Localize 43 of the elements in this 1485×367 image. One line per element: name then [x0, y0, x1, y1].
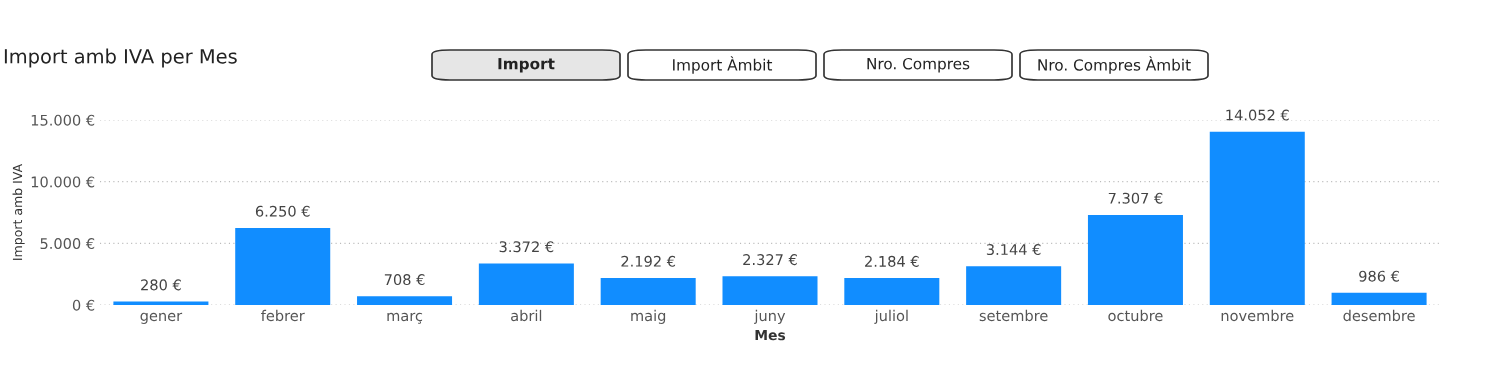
x-tick-label: desembre — [1343, 309, 1415, 322]
data-label: 986 € — [1359, 270, 1399, 282]
bar — [600, 277, 696, 305]
x-tick-label: abril — [511, 309, 542, 322]
x-axis-title: Mes — [755, 329, 786, 341]
text: Nro. Compres Àmbit — [1038, 56, 1191, 74]
bar — [1209, 131, 1305, 305]
data-label: 7.307 € — [1108, 192, 1163, 204]
bar — [966, 266, 1062, 305]
x-tick-label: març — [387, 312, 423, 324]
y-tick-label: 0 € — [72, 299, 95, 311]
bar — [722, 276, 818, 305]
data-label: 6.250 € — [255, 205, 310, 217]
x-tick-label: novembre — [1221, 309, 1294, 322]
x-tick-label: setembre — [979, 309, 1048, 322]
x-tick-label: juliol — [874, 309, 908, 324]
data-label: 3.144 € — [986, 244, 1041, 256]
bar — [1087, 214, 1183, 305]
y-axis-title: Import amb IVA — [12, 164, 25, 260]
x-tick-label: gener — [140, 312, 183, 324]
x-tick-label: juny — [754, 309, 786, 324]
bar — [357, 296, 453, 305]
data-label: 2.184 € — [865, 255, 919, 267]
data-label: 3.372 € — [499, 241, 554, 253]
bar — [844, 278, 940, 305]
x-tick-label: octubre — [1108, 309, 1163, 322]
y-tick-label: 15.000 € — [31, 114, 95, 126]
bar — [478, 263, 574, 305]
text: Import Àmbit — [673, 56, 773, 74]
data-label: 708 € — [384, 274, 425, 286]
y-tick-label: 10.000 € — [31, 176, 95, 188]
data-label: 2.192 € — [621, 255, 676, 267]
text: Nro. Compres — [867, 57, 970, 73]
data-label: 280 € — [141, 279, 181, 291]
bar — [235, 227, 331, 305]
x-tick-label: febrer — [261, 309, 305, 322]
y-tick-label: 5.000 € — [40, 238, 95, 250]
data-label: 2.327 € — [743, 254, 797, 266]
x-tick-label: maig — [631, 309, 666, 324]
bar — [1331, 292, 1427, 305]
text: Import — [498, 58, 555, 73]
chart-title: Import amb IVA per Mes — [4, 48, 237, 68]
data-label: 14.052 € — [1226, 109, 1289, 121]
